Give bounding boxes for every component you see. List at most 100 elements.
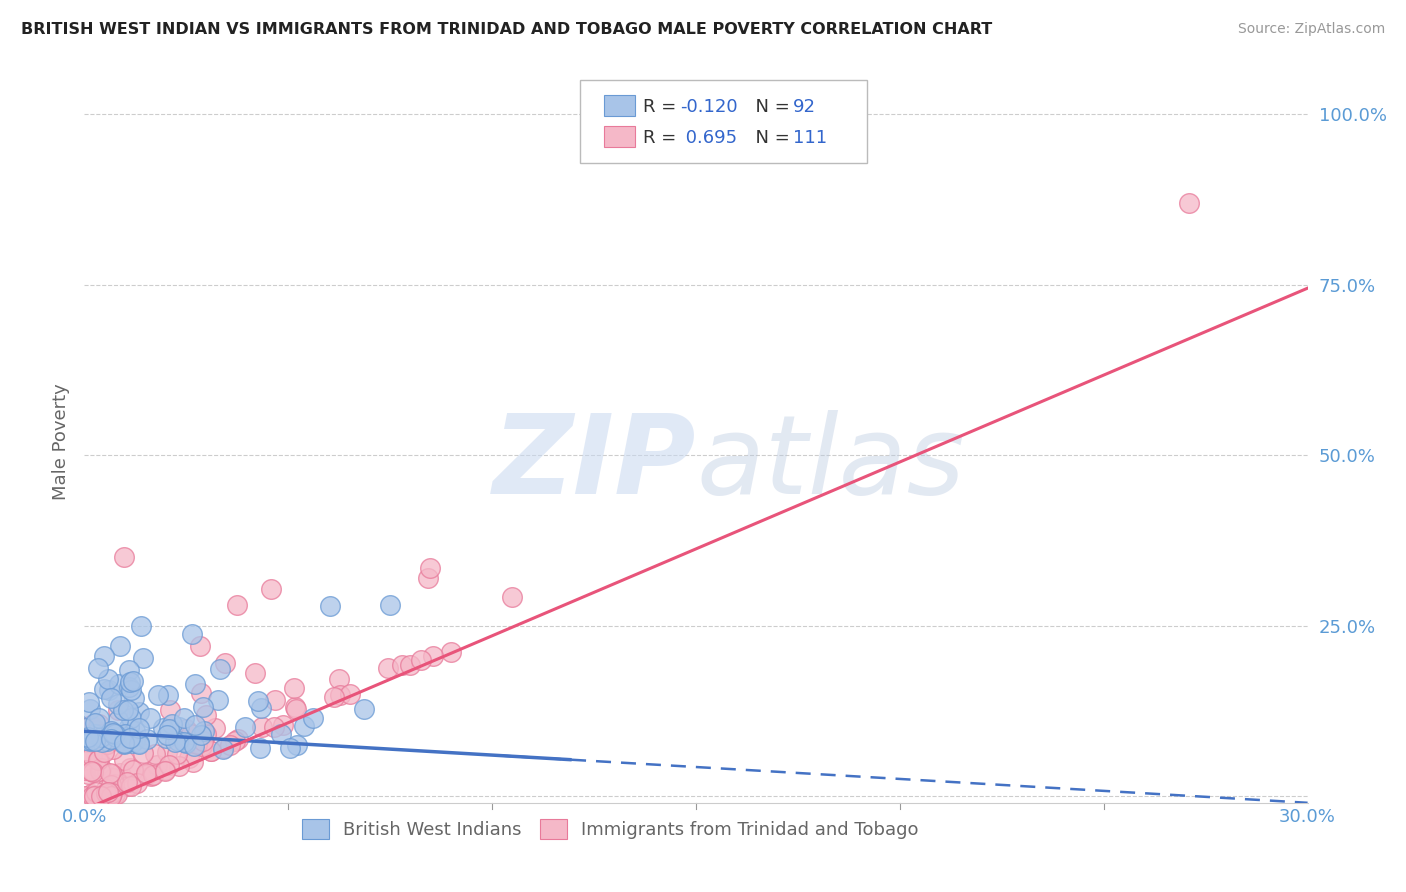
Point: [100, 723, 122, 738]
Point: [329, 688, 352, 702]
Point: [84, 732, 107, 747]
Point: [214, 741, 236, 756]
Point: [121, 736, 143, 750]
Point: [328, 672, 350, 686]
Point: [155, 763, 177, 777]
Text: Source: ZipAtlas.com: Source: ZipAtlas.com: [1237, 22, 1385, 37]
Point: [96, 738, 118, 752]
Point: [118, 680, 141, 694]
FancyBboxPatch shape: [579, 80, 868, 163]
Point: [152, 721, 174, 735]
Point: [103, 780, 125, 795]
Point: [76, 767, 98, 781]
Point: [278, 741, 301, 756]
Legend: British West Indians, Immigrants from Trinidad and Tobago: British West Indians, Immigrants from Tr…: [292, 810, 928, 848]
Point: [319, 599, 342, 613]
Text: -0.120: -0.120: [681, 98, 738, 116]
Point: [153, 764, 176, 778]
Point: [80, 789, 103, 803]
Point: [148, 688, 170, 702]
Point: [353, 702, 375, 716]
Point: [73, 789, 96, 803]
Point: [83, 727, 105, 741]
FancyBboxPatch shape: [605, 126, 636, 147]
Point: [156, 745, 179, 759]
Point: [219, 738, 242, 752]
Point: [167, 758, 190, 772]
Point: [117, 779, 139, 793]
Point: [117, 720, 139, 734]
Point: [440, 645, 463, 659]
Point: [93, 648, 115, 663]
Point: [169, 731, 191, 746]
Point: [98, 683, 121, 698]
Point: [155, 731, 177, 746]
Point: [181, 755, 204, 769]
Point: [173, 711, 195, 725]
Point: [124, 723, 146, 738]
Point: [190, 728, 212, 742]
Point: [118, 761, 141, 775]
Point: [91, 735, 114, 749]
Text: BRITISH WEST INDIAN VS IMMIGRANTS FROM TRINIDAD AND TOBAGO MALE POVERTY CORRELAT: BRITISH WEST INDIAN VS IMMIGRANTS FROM T…: [21, 22, 993, 37]
Point: [104, 726, 127, 740]
Point: [159, 703, 181, 717]
Point: [89, 752, 111, 766]
Point: [112, 703, 135, 717]
Point: [115, 727, 138, 741]
Point: [97, 672, 120, 686]
Point: [84, 734, 107, 748]
Point: [118, 675, 141, 690]
Point: [101, 786, 124, 800]
Point: [103, 777, 125, 791]
Point: [204, 721, 226, 735]
Point: [398, 657, 420, 672]
Point: [101, 726, 124, 740]
Point: [101, 787, 124, 801]
Point: [96, 733, 118, 747]
Point: [339, 687, 361, 701]
Point: [94, 782, 117, 797]
Point: [82, 764, 104, 779]
Text: R =: R =: [644, 129, 682, 147]
Point: [100, 690, 122, 705]
Point: [157, 723, 180, 737]
Point: [249, 701, 271, 715]
Point: [190, 639, 212, 653]
Point: [211, 742, 233, 756]
Text: 92: 92: [793, 98, 815, 116]
Point: [124, 732, 146, 747]
Point: [107, 698, 129, 712]
Point: [100, 789, 122, 803]
Point: [107, 787, 129, 801]
Point: [191, 739, 214, 753]
Point: [98, 788, 121, 802]
Point: [112, 550, 135, 565]
Point: [380, 598, 402, 612]
Point: [79, 695, 101, 709]
Point: [80, 748, 103, 763]
Point: [166, 747, 188, 761]
Point: [105, 730, 128, 744]
Point: [177, 751, 200, 765]
Point: [89, 717, 111, 731]
Point: [114, 727, 136, 741]
Point: [96, 787, 118, 801]
Point: [117, 664, 139, 678]
Point: [243, 666, 266, 681]
Point: [419, 561, 441, 575]
Point: [157, 757, 180, 772]
Point: [226, 731, 249, 746]
Point: [285, 739, 308, 753]
Point: [90, 789, 112, 803]
Text: N =: N =: [744, 129, 796, 147]
Point: [263, 720, 285, 734]
Point: [112, 736, 135, 750]
Point: [98, 765, 121, 780]
Text: ZIP: ZIP: [492, 409, 696, 516]
Point: [75, 753, 97, 767]
Point: [132, 650, 155, 665]
Point: [208, 662, 231, 676]
Point: [233, 720, 256, 734]
Point: [79, 702, 101, 716]
